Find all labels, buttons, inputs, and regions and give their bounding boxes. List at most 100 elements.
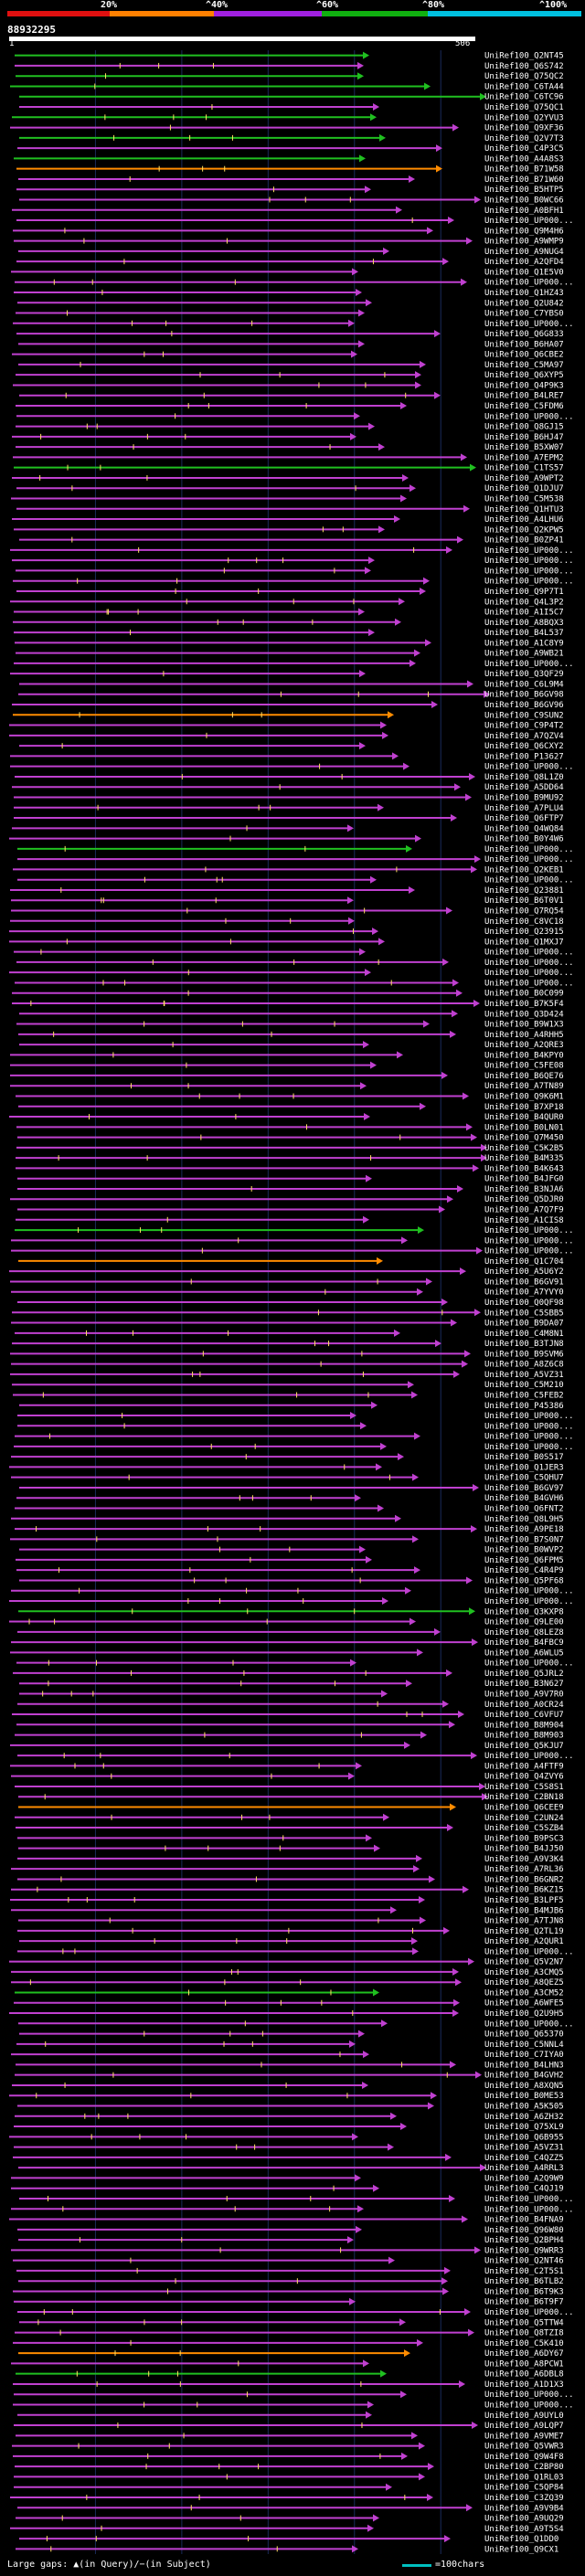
hit-row: UniRef100_Q1JER3 (9, 1463, 564, 1472)
hit-row: UniRef100_UP000... (11, 1586, 574, 1596)
scale-bar-icon (402, 2564, 431, 2567)
hit-row: UniRef100_C4M8N1 (15, 1329, 564, 1339)
hit-row: UniRef100_Q75QC2 (16, 72, 564, 81)
hit-row: UniRef100_Q8GJ15 (16, 422, 564, 432)
hit-label: UniRef100_C2T5S1 (484, 2267, 564, 2276)
hit-arrow-icon (401, 2452, 408, 2460)
hit-row: UniRef100_Q8TZI8 (15, 2328, 564, 2338)
hit-label: UniRef100_C4P3C5 (484, 144, 564, 154)
hit-arrow-icon (423, 577, 430, 585)
hit-row: UniRef100_B7S0N7 (10, 1535, 564, 1544)
hit-arrow-icon (474, 1309, 481, 1317)
hit-label: UniRef100_C5SZB4 (484, 1824, 564, 1833)
hit-arrow-icon (350, 432, 356, 440)
hit-label: UniRef100_UP000... (484, 1433, 574, 1442)
hit-row: UniRef100_Q9CX1 (16, 2545, 558, 2554)
hit-arrow-icon (409, 885, 415, 894)
hit-arrow-icon (359, 670, 366, 678)
hit-arrow-icon (472, 1638, 478, 1647)
hit-arrow-icon (366, 1834, 372, 1842)
hit-label: UniRef100_A9WB21 (484, 650, 564, 659)
hit-row: UniRef100_Q1E5V0 (11, 268, 564, 277)
hit-row: UniRef100_C5K2B5 (16, 1143, 564, 1153)
hit-arrow-icon (441, 1071, 448, 1079)
hit-arrow-icon (370, 875, 377, 884)
hit-row: UniRef100_Q9WRR3 (11, 2246, 564, 2255)
hit-row: UniRef100_A2QRE3 (19, 1041, 564, 1050)
hit-arrow-icon (347, 896, 354, 905)
hit-row: UniRef100_Q2KPW5 (14, 525, 564, 535)
hit-arrow-icon (357, 2205, 364, 2213)
hit-arrow-icon (378, 938, 385, 946)
hit-row: UniRef100_Q9K6M1 (16, 1092, 564, 1101)
hit-row: UniRef100_UP000... (17, 1752, 574, 1761)
hit-label: UniRef100_B6GV98 (484, 691, 564, 700)
hit-row: UniRef100_B9MU92 (14, 793, 564, 802)
hit-label: UniRef100_B4FBC9 (484, 1638, 564, 1648)
hit-arrow-icon (412, 1473, 419, 1481)
hit-arrow-icon (434, 1627, 441, 1636)
hit-row: UniRef100_B9W1X3 (16, 1020, 564, 1030)
hit-row: UniRef100_Q75QC1 (19, 103, 564, 112)
hit-label: UniRef100_Q5TTW4 (484, 2318, 564, 2327)
hit-label: UniRef100_Q1E5V0 (484, 268, 564, 277)
hit-label: UniRef100_B0ME53 (484, 2092, 564, 2101)
hit-arrow-icon (373, 103, 379, 111)
hit-row: UniRef100_Q3D424 (19, 1010, 564, 1019)
hit-label: UniRef100_A9WMP9 (484, 238, 564, 247)
hit-label: UniRef100_A6DY67 (484, 2349, 564, 2359)
hit-arrow-icon (452, 123, 459, 132)
hit-row: UniRef100_UP000... (17, 1412, 574, 1421)
hit-arrow-icon (470, 463, 476, 472)
hit-label: UniRef100_B0ZP41 (484, 536, 564, 546)
hit-row: UniRef100_B6HA07 (18, 340, 564, 349)
hit-arrow-icon (452, 979, 459, 987)
hit-row: UniRef100_A7RL36 (11, 1865, 564, 1874)
hit-row: UniRef100_B0ME53 (9, 2092, 564, 2101)
hit-arrow-icon (363, 2051, 369, 2059)
hit-label: UniRef100_B6T9K3 (484, 2287, 564, 2296)
hit-row: UniRef100_Q6FNT2 (15, 1504, 564, 1514)
hit-arrow-icon (400, 2390, 407, 2399)
hit-arrow-icon (462, 1360, 468, 1368)
hit-row: UniRef100_B3N627 (19, 1680, 564, 1689)
hit-arrow-icon (412, 1535, 419, 1543)
hit-arrow-icon (436, 164, 442, 173)
hit-row: UniRef100_A9WPT2 (12, 473, 564, 483)
hit-row: UniRef100_B4KPY0 (10, 1051, 564, 1060)
hit-label: UniRef100_A9V9B4 (484, 2504, 564, 2513)
hit-row: UniRef100_B0ZP41 (19, 535, 564, 546)
hit-row: UniRef100_C5K410 (13, 2338, 564, 2348)
hit-row: UniRef100_A6WFE5 (14, 1998, 564, 2009)
hit-label: UniRef100_Q8GJ15 (484, 423, 564, 432)
hit-label: UniRef100_Q8L1Z0 (484, 773, 564, 782)
hit-row: UniRef100_UP000... (15, 1226, 574, 1235)
hit-label: UniRef100_Q3KXP8 (484, 1607, 564, 1617)
hit-label: UniRef100_Q2YVU3 (484, 113, 564, 122)
hit-arrow-icon (350, 1412, 356, 1420)
hit-row: UniRef100_Q4P9K3 (13, 381, 564, 390)
hit-row: UniRef100_A9UQ29 (16, 2514, 564, 2524)
hit-arrow-icon (356, 1762, 362, 1770)
hit-label: UniRef100_Q1JER3 (484, 1463, 564, 1472)
hit-arrow-icon (360, 1082, 367, 1090)
hit-arrow-icon (360, 1422, 367, 1430)
hit-arrow-icon (454, 783, 461, 791)
hit-label: UniRef100_B4L537 (484, 629, 564, 638)
hit-label: UniRef100_A5VZ31 (484, 1371, 564, 1380)
hit-label: UniRef100_A7QZV4 (484, 732, 564, 741)
hit-arrow-icon (352, 2545, 358, 2553)
hit-label: UniRef100_A4A8S3 (484, 154, 564, 164)
hit-arrow-icon (351, 350, 357, 358)
hit-label: UniRef100_B6GV97 (484, 1484, 564, 1493)
hit-arrow-icon (358, 340, 365, 348)
hit-row: UniRef100_C5QHU7 (11, 1473, 564, 1483)
hit-row: UniRef100_B9DA07 (11, 1319, 564, 1329)
hit-label: UniRef100_A7YVY0 (484, 1288, 564, 1298)
hit-label: UniRef100_B9DA07 (484, 1320, 564, 1329)
hit-label: UniRef100_UP000... (484, 979, 574, 988)
hit-row: UniRef100_Q6FTP7 (14, 814, 564, 823)
hit-label: UniRef100_A1CIS8 (484, 1216, 564, 1225)
hit-label: UniRef100_C5M538 (484, 494, 564, 504)
hit-label: UniRef100_C5MA97 (484, 361, 564, 370)
